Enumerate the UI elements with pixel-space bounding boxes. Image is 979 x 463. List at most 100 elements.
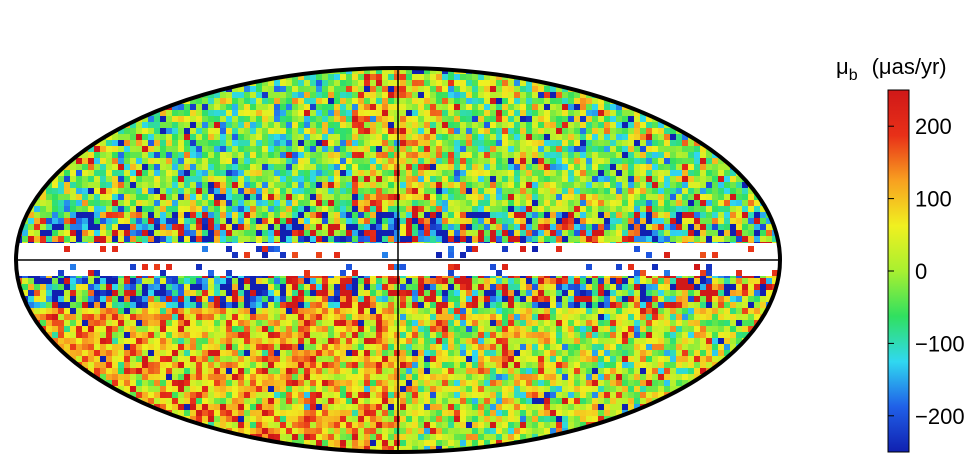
heatmap-cell — [160, 314, 167, 321]
heatmap-cell — [502, 230, 509, 237]
heatmap-cell — [106, 326, 113, 333]
heatmap-cell — [550, 158, 557, 165]
heatmap-cell — [304, 284, 311, 291]
heatmap-cell — [526, 308, 533, 315]
heatmap-cell — [232, 290, 239, 297]
heatmap-cell — [358, 98, 365, 105]
heatmap-cell — [232, 128, 239, 135]
heatmap-cell — [424, 140, 431, 147]
heatmap-cell — [154, 182, 161, 189]
heatmap-cell — [706, 290, 713, 297]
heatmap-cell — [172, 206, 179, 213]
heatmap-cell — [520, 230, 527, 237]
heatmap-cell — [202, 308, 209, 315]
heatmap-cell — [640, 218, 647, 225]
heatmap-cell — [466, 128, 473, 135]
heatmap-cell — [592, 116, 599, 123]
heatmap-cell — [616, 314, 623, 321]
heatmap-cell — [616, 320, 623, 327]
heatmap-cell — [550, 140, 557, 147]
heatmap-cell — [64, 290, 71, 297]
heatmap-cell — [436, 320, 443, 327]
heatmap-cell — [334, 212, 341, 219]
heatmap-cell — [460, 158, 467, 165]
heatmap-cell — [232, 320, 239, 327]
heatmap-cell — [520, 182, 527, 189]
heatmap-cell — [658, 152, 665, 159]
heatmap-cell — [346, 164, 353, 171]
heatmap-cell — [748, 218, 755, 225]
heatmap-cell — [388, 290, 395, 297]
heatmap-cell — [568, 176, 575, 183]
heatmap-cell — [424, 134, 431, 141]
heatmap-cell — [286, 104, 293, 111]
heatmap-cell — [436, 110, 443, 117]
heatmap-cell — [466, 122, 473, 129]
heatmap-cell — [574, 218, 581, 225]
heatmap-cell — [370, 146, 377, 153]
heatmap-cell — [304, 176, 311, 183]
heatmap-cell — [244, 332, 251, 339]
heatmap-cell — [442, 218, 449, 225]
heatmap-cell — [394, 110, 401, 117]
heatmap-cell — [574, 92, 581, 99]
heatmap-cell — [130, 332, 137, 339]
heatmap-cell — [616, 170, 623, 177]
heatmap-cell — [400, 230, 407, 237]
heatmap-cell — [40, 302, 47, 309]
heatmap-cell — [550, 326, 557, 333]
heatmap-cell — [370, 296, 377, 303]
heatmap-cell — [616, 332, 623, 339]
heatmap-cell — [226, 206, 233, 213]
heatmap-cell — [40, 224, 47, 231]
heatmap-cell — [34, 230, 41, 237]
heatmap-cell — [364, 314, 371, 321]
heatmap-cell — [754, 314, 761, 321]
heatmap-cell — [286, 158, 293, 165]
heatmap-cell — [466, 80, 473, 87]
heatmap-cell — [208, 134, 215, 141]
heatmap-cell — [262, 86, 269, 93]
heatmap-cell — [688, 218, 695, 225]
heatmap-cell — [166, 122, 173, 129]
heatmap-cell — [292, 314, 299, 321]
heatmap-cell — [682, 140, 689, 147]
heatmap-cell — [568, 200, 575, 207]
heatmap-cell — [190, 152, 197, 159]
heatmap-cell — [94, 284, 101, 291]
heatmap-cell — [304, 320, 311, 327]
heatmap-cell — [766, 224, 773, 231]
heatmap-cell — [646, 218, 653, 225]
heatmap-cell — [334, 92, 341, 99]
heatmap-cell — [538, 98, 545, 105]
heatmap-cell — [262, 278, 269, 285]
heatmap-cell — [508, 218, 515, 225]
heatmap-cell — [406, 296, 413, 303]
heatmap-cell — [358, 188, 365, 195]
heatmap-cell — [166, 182, 173, 189]
heatmap-cell — [538, 188, 545, 195]
heatmap-cell — [130, 284, 137, 291]
heatmap-cell — [412, 302, 419, 309]
heatmap-cell — [34, 236, 41, 243]
heatmap-cell — [316, 188, 323, 195]
heatmap-cell — [598, 110, 605, 117]
heatmap-cell — [574, 320, 581, 327]
heatmap-cell — [448, 80, 455, 87]
heatmap-cell — [178, 200, 185, 207]
heatmap-cell — [58, 320, 65, 327]
heatmap-cell — [376, 92, 383, 99]
heatmap-cell — [202, 224, 209, 231]
heatmap-cell — [148, 284, 155, 291]
heatmap-cell — [208, 206, 215, 213]
heatmap-cell — [100, 194, 107, 201]
heatmap-cell — [700, 188, 707, 195]
heatmap-cell — [208, 212, 215, 219]
heatmap-cell — [304, 74, 311, 81]
heatmap-cell — [754, 302, 761, 309]
heatmap-cell — [178, 104, 185, 111]
heatmap-cell — [466, 194, 473, 201]
heatmap-cell — [496, 74, 503, 81]
heatmap-cell — [436, 326, 443, 333]
heatmap-cell — [700, 296, 707, 303]
